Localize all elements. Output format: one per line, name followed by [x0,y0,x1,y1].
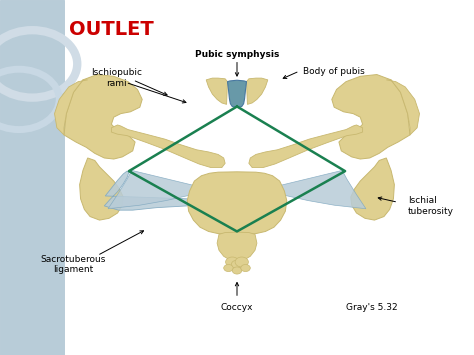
Polygon shape [104,171,190,210]
Circle shape [224,264,233,272]
Polygon shape [64,75,142,159]
Polygon shape [332,75,410,159]
Text: Ischial
tuberosity: Ischial tuberosity [408,196,454,215]
Text: Gray's 5.32: Gray's 5.32 [346,302,398,312]
Circle shape [231,260,243,269]
Polygon shape [111,125,225,168]
Polygon shape [217,232,257,261]
Circle shape [241,264,250,272]
Polygon shape [108,170,193,209]
Text: Pubic symphysis: Pubic symphysis [195,50,279,59]
Text: Sacrotuberous
ligament: Sacrotuberous ligament [41,255,106,274]
Circle shape [235,257,248,267]
Polygon shape [0,0,64,355]
Circle shape [226,257,239,267]
Polygon shape [80,158,123,220]
Text: Body of pubis: Body of pubis [303,66,365,76]
Polygon shape [55,80,88,135]
Polygon shape [187,172,287,234]
Text: OUTLET: OUTLET [69,20,154,39]
Polygon shape [351,158,394,220]
Polygon shape [246,78,268,104]
Text: Ischiopubic
rami: Ischiopubic rami [91,69,142,88]
Circle shape [232,267,242,274]
Polygon shape [386,80,419,135]
Text: Coccyx: Coccyx [221,302,253,312]
Polygon shape [206,78,228,104]
Polygon shape [249,125,363,168]
Polygon shape [281,170,366,209]
Polygon shape [228,80,246,107]
